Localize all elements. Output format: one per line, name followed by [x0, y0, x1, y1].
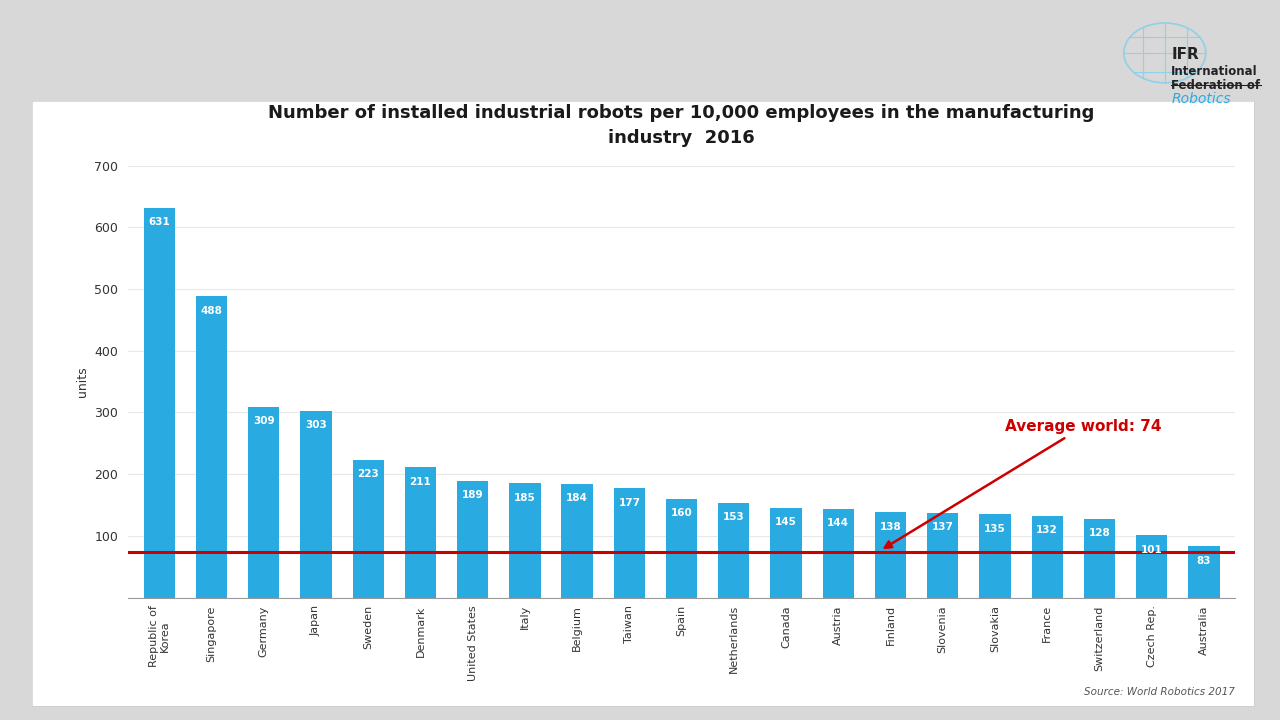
Bar [613, 488, 645, 598]
Text: 145: 145 [776, 518, 797, 527]
Bar [1135, 535, 1167, 598]
Text: 101: 101 [1140, 544, 1162, 554]
Text: Robotics: Robotics [1171, 92, 1231, 106]
Y-axis label: units: units [76, 366, 88, 397]
Text: 631: 631 [148, 217, 170, 228]
Bar [196, 297, 228, 598]
Text: IFR: IFR [1171, 47, 1199, 62]
Text: 185: 185 [515, 492, 536, 503]
Bar [143, 208, 175, 598]
Text: 153: 153 [723, 513, 745, 523]
Bar [927, 513, 959, 598]
Text: 83: 83 [1197, 556, 1211, 566]
Text: 184: 184 [566, 493, 588, 503]
Bar [301, 410, 332, 598]
Title: Number of installed industrial robots per 10,000 employees in the manufacturing
: Number of installed industrial robots pe… [269, 104, 1094, 148]
Text: 128: 128 [1088, 528, 1110, 538]
Text: 488: 488 [201, 306, 223, 315]
Text: 211: 211 [410, 477, 431, 487]
Bar [1032, 516, 1062, 598]
Bar [1084, 518, 1115, 598]
Bar [352, 460, 384, 598]
Text: Source: World Robotics 2017: Source: World Robotics 2017 [1084, 687, 1235, 697]
Bar [509, 483, 540, 598]
Bar [718, 503, 750, 598]
Text: 303: 303 [305, 420, 326, 430]
Text: 223: 223 [357, 469, 379, 480]
Text: Average world: 74: Average world: 74 [884, 419, 1162, 548]
Bar [823, 509, 854, 598]
Bar [404, 467, 436, 598]
Bar [979, 514, 1011, 598]
Text: 132: 132 [1037, 526, 1059, 536]
Text: 144: 144 [827, 518, 849, 528]
Text: 189: 189 [462, 490, 484, 500]
Bar [248, 407, 279, 598]
Text: 137: 137 [932, 522, 954, 532]
Bar [457, 481, 489, 598]
Text: 160: 160 [671, 508, 692, 518]
Text: 138: 138 [879, 522, 901, 531]
Text: 135: 135 [984, 523, 1006, 534]
Bar [874, 513, 906, 598]
Text: International: International [1171, 65, 1258, 78]
Text: 177: 177 [618, 498, 640, 508]
Bar [771, 508, 801, 598]
Bar [562, 484, 593, 598]
Text: 309: 309 [253, 416, 275, 426]
Bar [1188, 546, 1220, 598]
Text: Federation of: Federation of [1171, 79, 1261, 92]
Bar [666, 499, 698, 598]
